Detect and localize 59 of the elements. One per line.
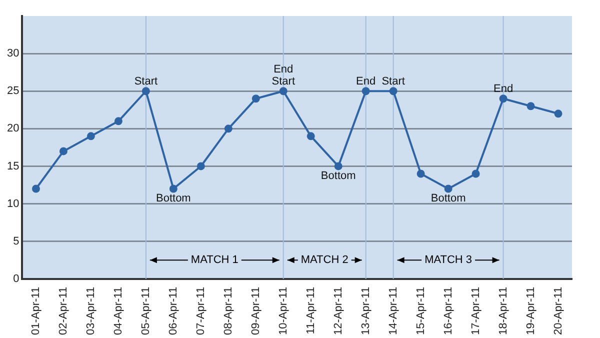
x-tick-label: 02-Apr-11 bbox=[58, 286, 70, 336]
annotation: MATCH 1 bbox=[190, 254, 238, 266]
y-tick-label: 20 bbox=[6, 122, 20, 135]
annotation: Start bbox=[134, 76, 158, 88]
y-tick-label: 5 bbox=[13, 235, 20, 248]
point bbox=[32, 184, 40, 193]
annotation: Bottom bbox=[156, 192, 191, 204]
point bbox=[416, 170, 425, 178]
point bbox=[362, 87, 370, 96]
point bbox=[86, 132, 95, 140]
annotation: Bottom bbox=[430, 192, 466, 204]
y-tick-label: 25 bbox=[6, 85, 20, 98]
x-tick-label: 16-Apr-11 bbox=[442, 286, 454, 336]
y-tick-label: 15 bbox=[6, 160, 20, 172]
x-tick-label: 15-Apr-11 bbox=[414, 286, 427, 336]
point bbox=[196, 162, 205, 170]
annotation: MATCH 2 bbox=[300, 254, 348, 266]
x-tick-label: 03-Apr-11 bbox=[84, 286, 97, 336]
point bbox=[472, 170, 480, 178]
x-tick-label: 09-Apr-11 bbox=[250, 286, 262, 336]
point bbox=[59, 147, 68, 156]
x-tick-label: 06-Apr-11 bbox=[167, 286, 180, 336]
y-tick-label: 30 bbox=[6, 48, 20, 60]
x-tick-label: 14-Apr-11 bbox=[387, 286, 400, 336]
x-tick-label: 04-Apr-11 bbox=[112, 286, 124, 336]
y-tick-label: 10 bbox=[6, 198, 20, 210]
x-tick-label: 01-Apr-11 bbox=[30, 286, 42, 336]
point bbox=[499, 94, 508, 103]
x-tick-label: 17-Apr-11 bbox=[470, 286, 482, 336]
annotation: Bottom bbox=[320, 170, 356, 182]
point bbox=[554, 110, 562, 118]
x-tick-label: 11-Apr-11 bbox=[304, 286, 317, 334]
point bbox=[526, 102, 535, 110]
x-tick-label: 10-Apr-11 bbox=[277, 286, 290, 336]
annotation: MATCH 3 bbox=[424, 254, 472, 266]
x-tick-label: 08-Apr-11 bbox=[222, 286, 234, 336]
point bbox=[114, 117, 122, 126]
x-tick-label: 18-Apr-11 bbox=[497, 286, 510, 336]
y-tick-label: 0 bbox=[13, 272, 20, 285]
annotation: End bbox=[274, 64, 294, 76]
x-tick-label: 05-Apr-11 bbox=[140, 286, 152, 336]
point bbox=[279, 87, 288, 96]
annotation: End bbox=[493, 83, 514, 96]
point bbox=[142, 87, 150, 96]
x-tick-label: 19-Apr-11 bbox=[524, 286, 537, 336]
point bbox=[334, 162, 342, 170]
point bbox=[224, 124, 232, 133]
point bbox=[306, 132, 315, 140]
point bbox=[444, 184, 452, 193]
point bbox=[252, 94, 260, 103]
x-tick-label: 13-Apr-11 bbox=[360, 286, 372, 336]
x-tick-label: 07-Apr-11 bbox=[194, 286, 207, 336]
x-tick-label: 12-Apr-11 bbox=[332, 286, 344, 336]
annotation: Start bbox=[272, 76, 295, 88]
annotation: Start bbox=[382, 76, 405, 88]
annotation: End bbox=[356, 76, 376, 88]
point bbox=[389, 87, 398, 96]
x-tick-label: 20-Apr-11 bbox=[552, 286, 564, 336]
point bbox=[169, 184, 178, 193]
